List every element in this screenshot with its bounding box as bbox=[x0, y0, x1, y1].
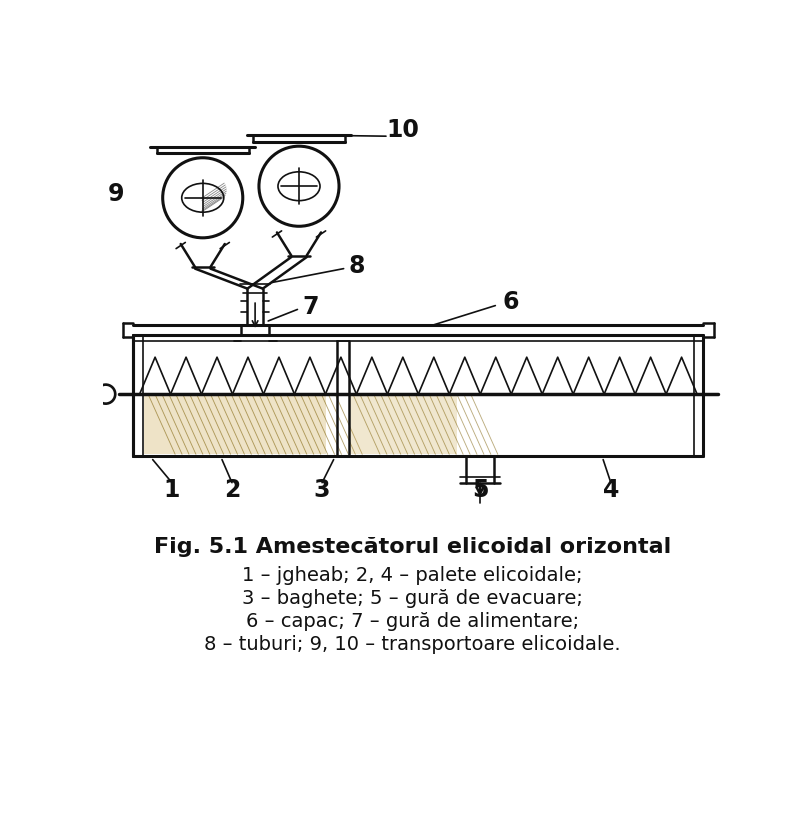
Text: 3 – baghete; 5 – gură de evacuare;: 3 – baghete; 5 – gură de evacuare; bbox=[242, 589, 583, 608]
Text: 8: 8 bbox=[349, 253, 365, 278]
Text: Fig. 5.1 Amestecătorul elicoidal orizontal: Fig. 5.1 Amestecătorul elicoidal orizont… bbox=[154, 536, 671, 557]
Text: 6: 6 bbox=[502, 290, 519, 313]
Text: 1: 1 bbox=[163, 479, 180, 502]
Text: 8 – tuburi; 9, 10 – transportoare elicoidale.: 8 – tuburi; 9, 10 – transportoare elicoi… bbox=[204, 635, 621, 654]
Polygon shape bbox=[349, 394, 457, 454]
Text: 1 – jgheab; 2, 4 – palete elicoidale;: 1 – jgheab; 2, 4 – palete elicoidale; bbox=[242, 566, 583, 584]
Text: 5: 5 bbox=[472, 479, 488, 502]
Text: 7: 7 bbox=[303, 295, 319, 319]
Text: 4: 4 bbox=[603, 479, 619, 502]
Text: 9: 9 bbox=[108, 182, 125, 206]
Text: 3: 3 bbox=[314, 479, 330, 502]
Text: 6 – capac; 7 – gură de alimentare;: 6 – capac; 7 – gură de alimentare; bbox=[246, 612, 579, 631]
Text: 10: 10 bbox=[386, 118, 419, 142]
Text: 2: 2 bbox=[224, 479, 240, 502]
Polygon shape bbox=[144, 394, 326, 454]
